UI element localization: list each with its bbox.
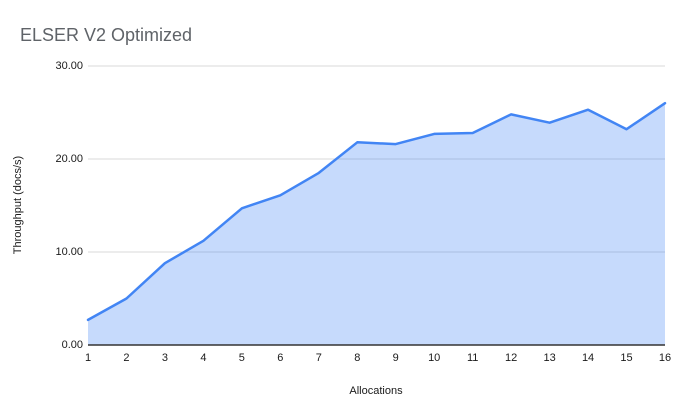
x-tick-label: 14 xyxy=(581,352,595,364)
x-tick-label: 15 xyxy=(620,352,633,364)
x-tick-label: 5 xyxy=(238,352,245,364)
x-tick-label: 2 xyxy=(123,352,130,364)
y-axis-title: Throughput (docs/s) xyxy=(12,155,24,255)
y-tick-label: 30.00 xyxy=(55,60,83,72)
y-tick-label: 10.00 xyxy=(55,246,83,258)
x-tick-label: 9 xyxy=(392,352,399,364)
x-tick-label: 7 xyxy=(315,352,322,364)
x-tick-label: 13 xyxy=(543,352,556,364)
x-tick-label: 11 xyxy=(466,352,479,364)
area-series-fill xyxy=(88,103,665,345)
line-series xyxy=(86,101,667,322)
x-tick-label: 8 xyxy=(354,352,361,364)
x-tick-label: 4 xyxy=(200,352,207,364)
x-tick-label: 10 xyxy=(428,352,441,364)
x-tick-label: 6 xyxy=(277,352,284,364)
x-tick-label: 3 xyxy=(161,352,168,364)
y-tick-label: 20.00 xyxy=(55,153,83,165)
x-tick-label: 16 xyxy=(658,352,672,364)
x-tick-label: 12 xyxy=(505,352,518,364)
chart-title: ELSER V2 Optimized xyxy=(20,25,193,45)
x-axis-title: Allocations xyxy=(349,385,403,397)
y-tick-label: 0.00 xyxy=(61,339,83,351)
x-tick-label: 1 xyxy=(84,352,92,364)
